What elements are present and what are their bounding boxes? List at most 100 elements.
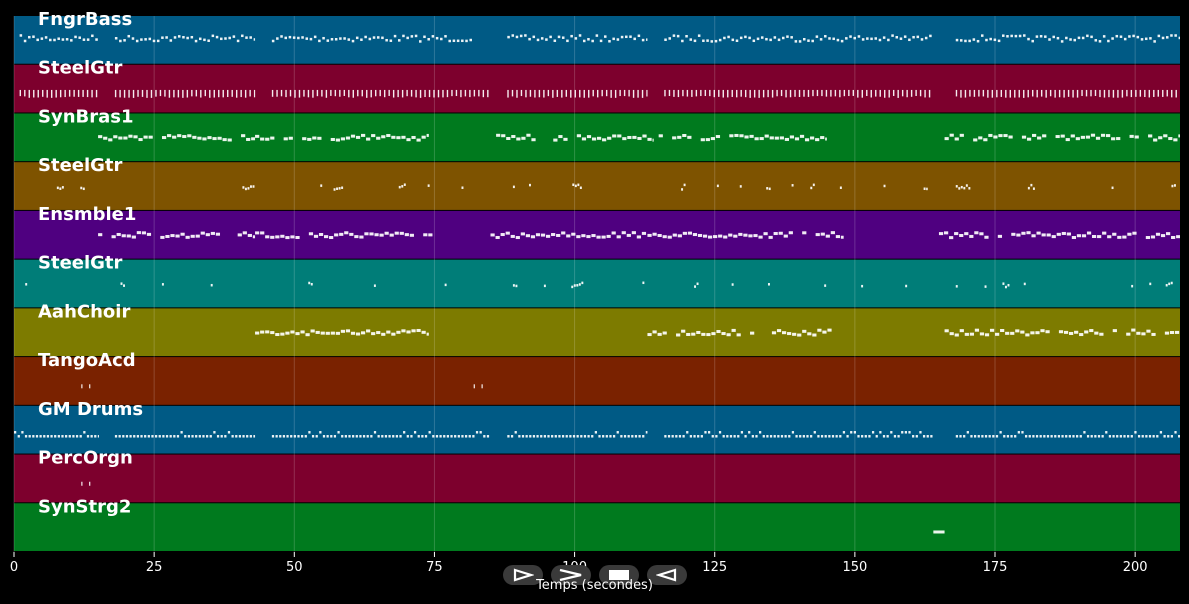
note <box>549 35 552 39</box>
note <box>381 135 386 139</box>
note <box>926 187 928 191</box>
note <box>785 89 787 98</box>
note <box>686 431 689 434</box>
note <box>812 333 817 337</box>
note <box>472 435 475 438</box>
note <box>897 89 899 98</box>
note <box>832 37 835 41</box>
note <box>290 330 295 334</box>
note <box>695 89 698 97</box>
note <box>616 431 619 434</box>
note <box>552 89 554 98</box>
note <box>579 89 581 98</box>
note <box>685 34 688 38</box>
note <box>974 231 979 235</box>
note <box>393 34 397 38</box>
note <box>681 188 684 191</box>
note <box>574 184 577 188</box>
note <box>283 137 288 141</box>
note <box>479 431 482 434</box>
note <box>173 435 176 438</box>
note <box>431 35 435 38</box>
note <box>271 39 275 43</box>
note <box>716 330 721 334</box>
note <box>339 89 341 97</box>
note <box>769 136 774 140</box>
note <box>771 89 774 98</box>
note <box>228 36 231 40</box>
note <box>128 134 133 138</box>
note <box>1094 89 1097 96</box>
note <box>576 435 579 438</box>
note <box>528 37 531 41</box>
note <box>718 89 720 97</box>
fast-forward-button[interactable] <box>551 565 591 585</box>
note <box>803 38 806 41</box>
note <box>200 89 202 98</box>
note <box>722 89 724 98</box>
note <box>133 435 136 438</box>
note <box>136 435 140 438</box>
note <box>798 40 802 43</box>
note <box>740 89 742 97</box>
note <box>737 435 740 438</box>
note <box>19 89 22 97</box>
note <box>606 234 611 238</box>
note <box>1014 89 1016 98</box>
note <box>842 431 846 434</box>
rewind-button[interactable] <box>647 565 687 585</box>
note <box>743 233 748 237</box>
note <box>1090 89 1092 97</box>
note <box>1131 284 1134 288</box>
note <box>964 89 967 98</box>
note <box>999 431 1002 434</box>
note <box>765 37 768 41</box>
note <box>310 329 315 333</box>
note <box>561 435 565 438</box>
note <box>778 231 783 235</box>
note <box>1106 134 1111 138</box>
play-icon <box>513 568 534 582</box>
note <box>773 435 776 438</box>
note <box>874 37 878 40</box>
note <box>887 38 890 42</box>
note <box>377 435 380 438</box>
note <box>23 39 27 43</box>
note <box>301 435 304 438</box>
note <box>759 137 764 141</box>
note <box>341 435 344 438</box>
note <box>397 89 399 98</box>
note <box>729 435 733 438</box>
note <box>718 234 723 238</box>
note <box>1069 331 1074 335</box>
note <box>588 89 590 98</box>
note <box>1035 35 1039 38</box>
note <box>1175 89 1177 98</box>
note <box>345 136 351 140</box>
note <box>49 38 52 42</box>
note <box>227 89 229 98</box>
track-name: GM Drums <box>38 399 143 420</box>
stop-button[interactable] <box>599 565 639 585</box>
note <box>460 89 462 98</box>
note <box>662 331 667 335</box>
note <box>710 40 714 43</box>
note <box>591 39 594 43</box>
play-button[interactable] <box>503 565 543 585</box>
note <box>366 435 369 438</box>
note <box>561 36 565 39</box>
note <box>954 232 959 236</box>
note <box>780 435 784 438</box>
note <box>631 231 636 235</box>
note <box>28 435 31 438</box>
note <box>44 36 48 39</box>
note <box>158 435 161 438</box>
note <box>195 89 198 97</box>
note <box>784 137 789 141</box>
note <box>57 37 60 40</box>
note <box>738 232 743 236</box>
note <box>177 35 181 38</box>
note <box>113 135 118 139</box>
note <box>1171 89 1173 98</box>
note <box>192 135 197 139</box>
